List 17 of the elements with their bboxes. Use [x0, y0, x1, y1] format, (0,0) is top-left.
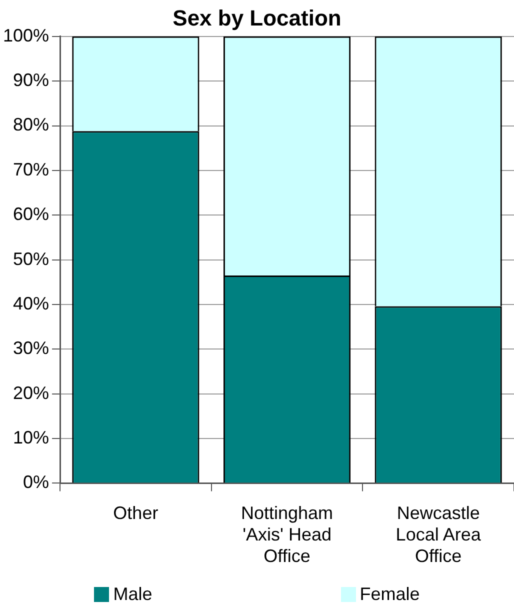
x-tick-label: Nottingham 'Axis' Head Office — [240, 502, 334, 566]
chart-title: Sex by Location — [172, 5, 342, 30]
y-tick-label: 40% — [13, 293, 50, 314]
y-tick-label: 20% — [13, 382, 50, 403]
y-tick-label: 0% — [23, 472, 50, 492]
x-tick-label: Other — [113, 502, 158, 523]
y-tick-label: 70% — [13, 159, 50, 180]
y-tick-label: 100% — [2, 25, 50, 46]
y-tick-label: 60% — [13, 204, 50, 224]
legend-label: Female — [360, 584, 420, 605]
y-tick-label: 50% — [13, 248, 50, 269]
y-tick-label: 10% — [13, 427, 50, 448]
x-tick-label: Newcastle Local Area Office — [396, 502, 482, 566]
y-tick-label: 90% — [13, 70, 50, 90]
y-tick-label: 80% — [13, 114, 50, 135]
legend-label: Male — [113, 584, 152, 605]
y-tick-label: 30% — [13, 338, 50, 358]
